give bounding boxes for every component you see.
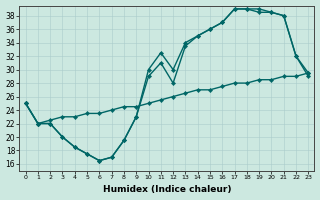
X-axis label: Humidex (Indice chaleur): Humidex (Indice chaleur) <box>103 185 231 194</box>
